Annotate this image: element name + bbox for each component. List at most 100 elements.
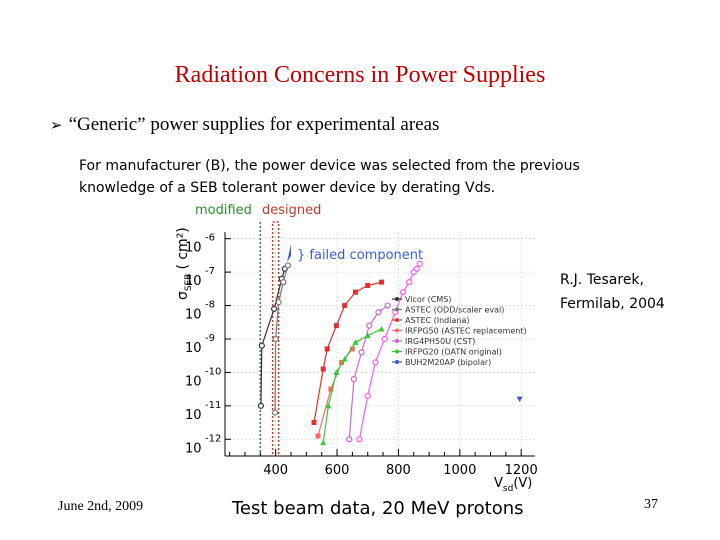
data-point-2-0: [311, 420, 317, 426]
y-tick-base-1: 10: [185, 274, 202, 289]
data-point-5-2: [333, 369, 340, 375]
data-point-4-1: [350, 376, 358, 383]
data-point-5-1: [325, 402, 332, 409]
y-tick-exponent-1: -7: [205, 266, 215, 277]
data-point-7-0: [356, 436, 363, 443]
data-point-2-1: [320, 366, 326, 372]
series-0: [257, 265, 288, 409]
data-point-4-0: [346, 436, 353, 443]
series-2: [311, 279, 385, 426]
y-tick-base-0: 10: [185, 241, 202, 256]
data-point-3-2: [339, 359, 345, 365]
footer-date: June 2nd, 2009: [58, 499, 144, 514]
x-tick-label-4: 1200: [505, 463, 538, 478]
legend-label-0: Vicor (CMS): [405, 295, 451, 304]
y-axis-units: ( cm²): [175, 227, 191, 269]
series-1: [271, 262, 292, 416]
legend-marker-1: [395, 307, 399, 312]
legend: Vicor (CMS) ASTEC (ODD/scaler eval)ASTEC …: [392, 295, 527, 367]
arrow-bullet-icon: ➢: [50, 116, 63, 134]
data-point-3-1: [328, 386, 334, 392]
legend-label-2: ASTEC (Indiana): [405, 316, 469, 325]
data-point-7-2: [372, 359, 379, 366]
x-axis-units: (V): [513, 476, 532, 491]
series-line-3: [317, 348, 353, 437]
y-tick-base-4: 10: [185, 374, 202, 389]
legend-label-1: ASTEC (ODD/scaler eval): [405, 306, 504, 315]
y-tick-exponent-2: -8: [205, 300, 215, 311]
chart-caption: Test beam data, 20 MeV protons: [232, 498, 524, 519]
grid-lines: [225, 232, 535, 456]
data-point-7-5: [399, 289, 407, 296]
data-point-5-0: [320, 439, 327, 446]
data-point-5-4: [352, 339, 359, 345]
y-tick-exponent-4: -10: [205, 366, 221, 377]
data-point-1-2: [275, 299, 282, 306]
y-tick-exponent-5: -11: [205, 400, 221, 411]
x-tick-label-2: 800: [386, 463, 411, 478]
data-point-4-4: [375, 309, 382, 316]
annotation-modified: modified: [195, 203, 252, 218]
x-axis-label: Vsd(V): [494, 476, 532, 494]
legend-marker-6: [395, 360, 399, 364]
reference-lines: [259, 221, 291, 457]
legend-marker-4: [395, 339, 399, 343]
legend-marker-5: [395, 349, 399, 354]
legend-label-6: BUH2M20AP (bipolar): [405, 358, 491, 367]
legend-marker-2: [395, 318, 399, 322]
data-point-4-2: [358, 349, 365, 356]
page-number: 37: [644, 497, 658, 512]
credit-line-1: R.J. Tesarek,: [560, 272, 644, 288]
series-6: [516, 396, 523, 403]
series-7: [356, 260, 424, 443]
legend-marker-3: [395, 328, 399, 333]
slide-title: Radiation Concerns in Power Supplies: [174, 62, 546, 88]
annotation-designed: designed: [262, 203, 321, 218]
data-point-1-3: [280, 279, 287, 286]
svg-text:Vsd(V): Vsd(V): [494, 476, 532, 494]
data-point-0-0: [257, 402, 265, 409]
credit-line-2: Fermilab, 2004: [560, 296, 665, 312]
data-point-5-3: [341, 356, 348, 362]
y-axis-label: σSEB ( cm²): [175, 227, 194, 300]
y-tick-base-2: 10: [185, 308, 202, 323]
data-point-2-6: [365, 282, 371, 288]
x-tick-label-0: 400: [263, 463, 288, 478]
data-point-7-9: [416, 260, 424, 267]
data-point-1-0: [271, 409, 279, 416]
data-point-2-3: [333, 323, 339, 329]
data-point-2-4: [342, 303, 348, 309]
credit: R.J. Tesarek, Fermilab, 2004: [560, 268, 665, 316]
series-line-2: [313, 281, 382, 423]
y-tick-base-6: 10: [185, 441, 202, 456]
data-point-5-6: [378, 325, 385, 332]
data-point-7-8: [413, 265, 420, 272]
bullet-point: ➢ “Generic” power supplies for experiment…: [50, 114, 439, 136]
data-point-7-6: [406, 279, 413, 286]
series-3: [315, 346, 355, 439]
data-point-7-3: [381, 335, 388, 343]
data-point-6-0: [516, 396, 523, 403]
data-point-7-1: [364, 392, 371, 399]
y-tick-base-3: 10: [185, 341, 202, 356]
data-point-0-2: [271, 305, 278, 312]
series-4: [346, 302, 391, 443]
bullet-text: “Generic” power supplies for experimenta…: [68, 114, 440, 135]
y-tick-exponent-3: -9: [205, 333, 215, 344]
data-point-4-3: [366, 322, 373, 329]
plot-frame: [224, 232, 535, 457]
annotation-failed-component: } failed component: [297, 248, 423, 263]
data-point-2-5: [352, 289, 358, 295]
legend-marker-0: [395, 297, 399, 301]
svg-text:σSEB( cm²): σSEB ( cm²): [175, 227, 194, 300]
data-point-5-5: [364, 332, 371, 339]
series-layer: [257, 260, 523, 446]
y-tick-exponent-0: -6: [205, 233, 215, 244]
x-tick-label-3: 1000: [443, 463, 476, 478]
description-text: For manufacturer (B), the power device w…: [79, 158, 580, 196]
x-tick-label-1: 600: [325, 463, 350, 478]
failed-component-arrow: [287, 244, 291, 262]
x-axis-symbol: V: [494, 476, 503, 491]
